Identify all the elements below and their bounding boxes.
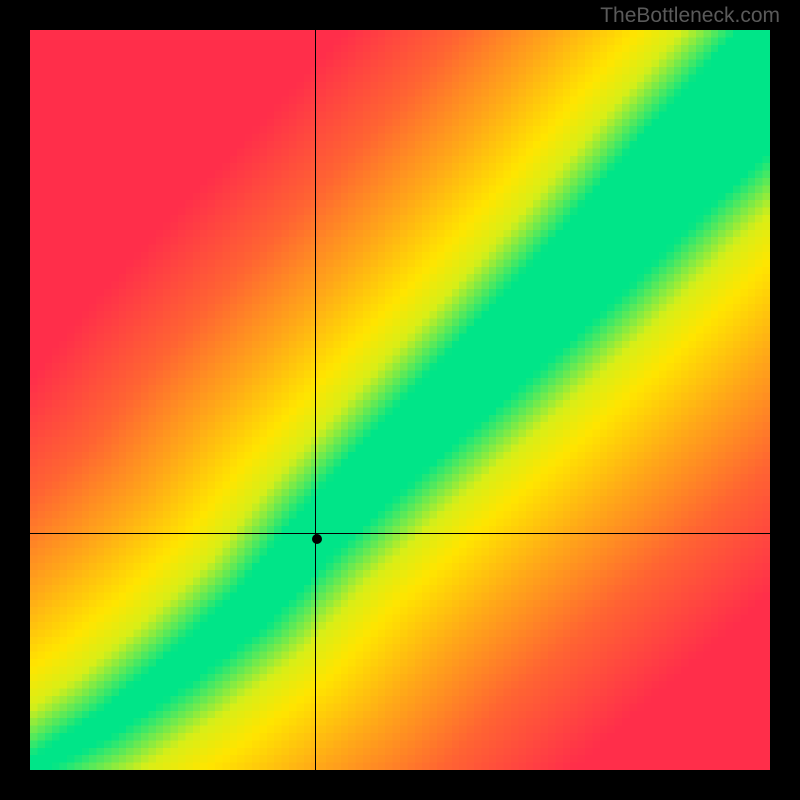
crosshair-vertical [315, 30, 316, 770]
heatmap-canvas [30, 30, 770, 770]
plot-area [30, 30, 770, 770]
watermark: TheBottleneck.com [600, 4, 780, 28]
crosshair-horizontal [30, 533, 770, 534]
marker-dot [312, 534, 322, 544]
